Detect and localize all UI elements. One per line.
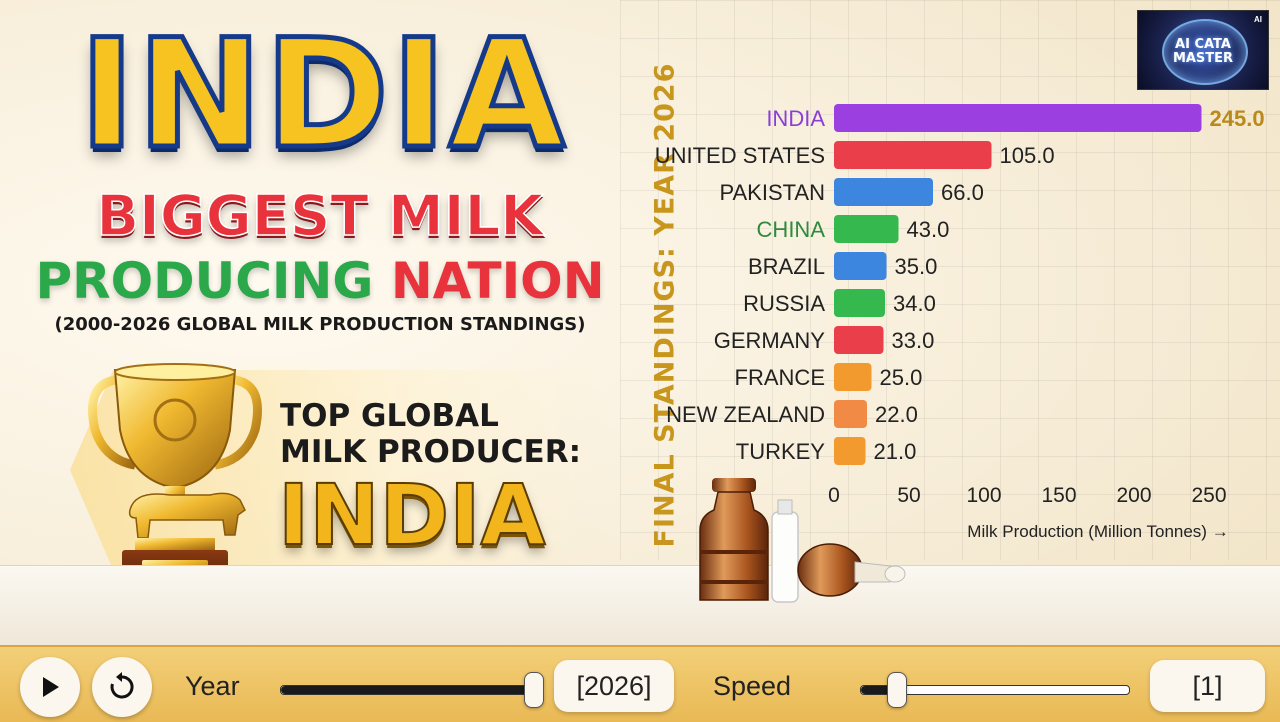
chart-grid-background [620, 0, 1280, 560]
bar-france [834, 363, 872, 391]
x-axis-label: Milk Production (Million Tonnes) → [967, 522, 1228, 541]
top-producer-label-line1: TOP GLOBAL [280, 398, 499, 434]
speed-slider-fill [861, 686, 897, 694]
reset-icon [110, 672, 134, 699]
value-label-pakistan: 66.0 [941, 180, 984, 205]
category-label-france: FRANCE [735, 365, 825, 390]
headline-word-nation: NATION [390, 252, 605, 310]
value-label-india: 245.0 [1210, 106, 1265, 131]
year-slider-thumb[interactable] [524, 672, 544, 708]
channel-logo: AI AI CATA MASTER [1137, 10, 1269, 90]
category-label-turkey: TURKEY [736, 439, 826, 464]
category-label-india: INDIA [766, 106, 825, 131]
value-label-germany: 33.0 [892, 328, 935, 353]
bar-india [834, 104, 1202, 132]
top-producer-label-line2: MILK PRODUCER: [280, 434, 581, 470]
x-tick-label-50: 50 [897, 484, 920, 507]
value-label-turkey: 21.0 [874, 439, 917, 464]
category-label-germany: GERMANY [714, 328, 826, 353]
speed-value: [1] [1150, 660, 1265, 712]
headline-word-producing: PRODUCING [35, 252, 374, 310]
year-slider[interactable] [280, 672, 544, 708]
value-label-china: 43.0 [907, 217, 950, 242]
year-label: Year [185, 671, 240, 701]
logo-text-line1: AI CATA [1175, 37, 1231, 52]
value-label-russia: 34.0 [893, 291, 936, 316]
value-label-brazil: 35.0 [895, 254, 938, 279]
bar-chart: INDIA 245.0 UNITED STATES 105.0 PAKISTAN 66.0… [655, 104, 1265, 541]
counter-surface [0, 565, 1280, 646]
bar-turkey [834, 437, 866, 465]
category-label-brazil: BRAZIL [748, 254, 825, 279]
year-value: [2026] [554, 660, 674, 712]
category-label-pakistan: PAKISTAN [719, 180, 825, 205]
year-slider-fill [281, 686, 533, 694]
playback-controls: Year [2026] Speed [1] [0, 645, 1280, 722]
value-label-france: 25.0 [880, 365, 923, 390]
value-label-united-states: 105.0 [1000, 143, 1055, 168]
subtitle: (2000-2026 GLOBAL MILK PRODUCTION STANDI… [54, 314, 586, 335]
bar-pakistan [834, 178, 933, 206]
bar-united-states [834, 141, 992, 169]
category-label-china: CHINA [757, 217, 826, 242]
reset-button[interactable] [92, 657, 152, 717]
play-icon [43, 677, 59, 697]
headline-line-3: PRODUCING NATION [20, 252, 620, 310]
bar-russia [834, 289, 885, 317]
milk-can-icon [699, 478, 906, 603]
top-producer-label: TOP GLOBAL MILK PRODUCER: [280, 398, 620, 470]
headline-line-2: BIGGEST MILK [96, 184, 545, 249]
speed-label: Speed [713, 671, 792, 701]
category-label-united-states: UNITED STATES [655, 143, 825, 168]
category-label-new-zealand: NEW ZEALAND [666, 402, 825, 427]
top-producer-name: INDIA [277, 466, 547, 564]
bar-new-zealand [834, 400, 867, 428]
x-tick-label-250: 250 [1191, 484, 1226, 507]
x-tick-label-150: 150 [1041, 484, 1076, 507]
play-button[interactable] [20, 657, 80, 717]
logo-badge: AI [1254, 15, 1262, 24]
logo-ring [1162, 19, 1248, 85]
x-tick-label-100: 100 [966, 484, 1001, 507]
bar-brazil [834, 252, 887, 280]
speed-slider[interactable] [860, 672, 1130, 708]
x-tick-label-200: 200 [1116, 484, 1151, 507]
bar-germany [834, 326, 884, 354]
page-title: INDIA [77, 8, 568, 183]
logo-text-line2: MASTER [1172, 51, 1234, 66]
value-label-new-zealand: 22.0 [875, 402, 918, 427]
category-label-russia: RUSSIA [743, 291, 825, 316]
x-tick-label-0: 0 [828, 484, 840, 507]
bar-china [834, 215, 899, 243]
speed-slider-thumb[interactable] [887, 672, 908, 708]
